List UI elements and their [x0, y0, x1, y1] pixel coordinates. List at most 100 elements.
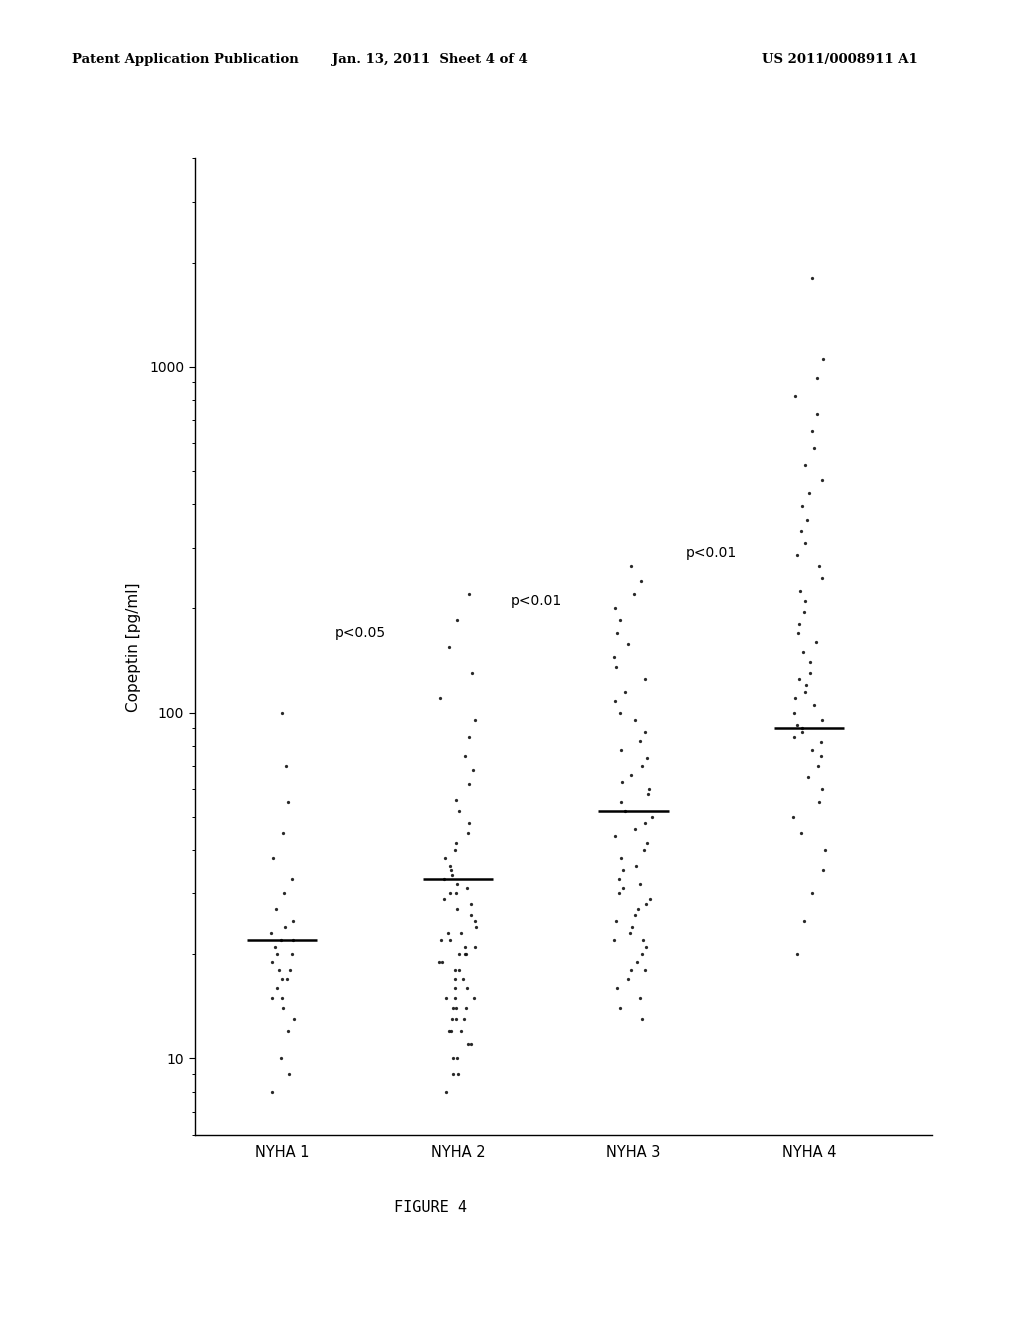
Point	[442, 855, 459, 876]
Point	[786, 385, 803, 407]
Point	[606, 647, 623, 668]
Point	[815, 348, 831, 370]
Point	[634, 1008, 650, 1030]
Point	[281, 1064, 297, 1085]
Point	[443, 865, 460, 886]
Point	[785, 807, 802, 828]
Point	[793, 520, 809, 541]
Point	[797, 602, 813, 623]
Point	[447, 833, 464, 854]
Point	[274, 968, 291, 989]
Point	[804, 421, 820, 442]
Point	[451, 944, 467, 965]
Point	[629, 952, 645, 973]
Point	[612, 702, 629, 723]
Point	[444, 1008, 461, 1030]
Point	[286, 1008, 302, 1030]
Point	[816, 840, 833, 861]
Point	[432, 929, 449, 950]
Point	[797, 454, 813, 475]
Point	[808, 631, 824, 652]
Point	[457, 936, 473, 957]
Point	[637, 960, 653, 981]
Point	[607, 690, 624, 711]
Point	[459, 977, 475, 998]
Point	[457, 746, 473, 767]
Point	[788, 714, 805, 735]
Point	[275, 998, 292, 1019]
Point	[461, 822, 477, 843]
Point	[815, 859, 831, 880]
Point	[809, 367, 825, 388]
Point	[614, 878, 631, 899]
Point	[465, 987, 481, 1008]
Point	[792, 614, 808, 635]
Point	[788, 545, 805, 566]
Point	[639, 747, 655, 768]
Point	[641, 779, 657, 800]
Point	[797, 590, 813, 611]
Y-axis label: Copeptin [pg/ml]: Copeptin [pg/ml]	[126, 582, 140, 711]
Point	[627, 710, 643, 731]
Point	[608, 911, 625, 932]
Point	[790, 944, 806, 965]
Point	[614, 859, 631, 880]
Point	[265, 847, 282, 869]
Point	[606, 929, 623, 950]
Point	[282, 960, 298, 981]
Point	[435, 888, 452, 909]
Point	[442, 1020, 459, 1041]
Point	[449, 789, 465, 810]
Point	[633, 570, 649, 591]
Point	[804, 883, 820, 904]
Point	[637, 668, 653, 689]
Point	[634, 755, 650, 776]
Point	[607, 657, 624, 678]
Point	[460, 1034, 476, 1055]
Point	[814, 470, 830, 491]
Point	[286, 911, 302, 932]
Point	[620, 968, 636, 989]
Point	[279, 755, 295, 776]
Point	[802, 663, 818, 684]
Point	[280, 1020, 296, 1041]
Point	[275, 883, 292, 904]
Point	[794, 495, 810, 516]
Point	[638, 936, 654, 957]
Point	[639, 833, 655, 854]
Point	[461, 583, 477, 605]
Point	[446, 840, 463, 861]
Point	[809, 755, 825, 776]
Point	[791, 622, 807, 643]
Point	[264, 1081, 281, 1102]
Point	[281, 792, 297, 813]
Point	[437, 847, 454, 869]
Point	[444, 1048, 461, 1069]
Point	[814, 779, 830, 800]
Point	[455, 968, 471, 989]
Point	[461, 812, 477, 833]
Point	[797, 681, 813, 702]
Point	[271, 960, 288, 981]
Point	[806, 438, 822, 459]
Point	[438, 1081, 455, 1102]
Text: Patent Application Publication: Patent Application Publication	[72, 53, 298, 66]
Point	[463, 904, 479, 925]
Point	[628, 855, 644, 876]
Point	[285, 869, 301, 890]
Point	[467, 710, 483, 731]
Point	[801, 483, 817, 504]
Text: p<0.01: p<0.01	[686, 545, 737, 560]
Point	[634, 944, 650, 965]
Point	[451, 800, 467, 821]
Point	[449, 883, 465, 904]
Point	[444, 998, 461, 1019]
Point	[811, 792, 827, 813]
Point	[611, 883, 628, 904]
Point	[786, 702, 803, 723]
Point	[616, 681, 633, 702]
Point	[794, 718, 810, 739]
Point	[624, 916, 640, 937]
Point	[796, 911, 812, 932]
Point	[623, 960, 639, 981]
